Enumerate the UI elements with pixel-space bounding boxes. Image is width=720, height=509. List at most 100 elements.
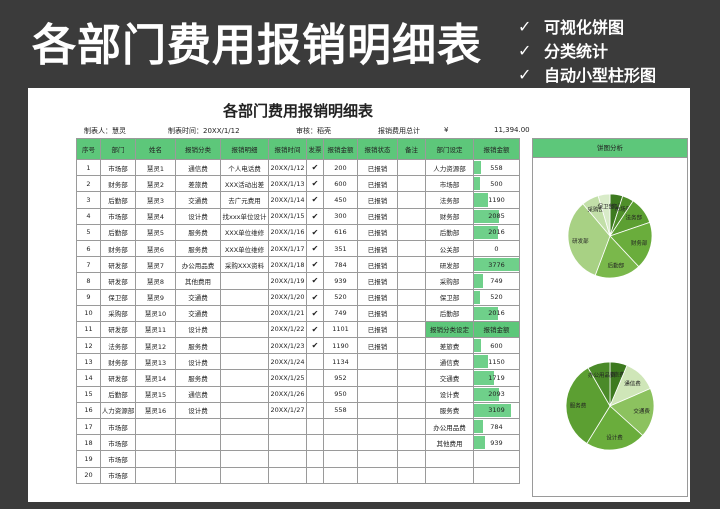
cell-inv xyxy=(306,385,324,403)
cell-detail: XXX单位维修 xyxy=(220,239,269,258)
cell-dept: 保卫部 xyxy=(100,288,136,306)
cell-amt: 450 xyxy=(323,191,358,209)
cell-cat: 设计费 xyxy=(175,401,221,420)
summary-bar xyxy=(474,387,499,401)
column-header: 序号 xyxy=(76,138,101,160)
cell-status: 已报销 xyxy=(357,191,398,209)
cell-status: 已报销 xyxy=(357,175,398,193)
summary-label: 法务部 xyxy=(425,191,474,209)
summary-bar-label: 1190 xyxy=(488,195,505,204)
summary-value xyxy=(473,450,520,468)
summary-bar xyxy=(474,161,481,175)
cell-detail xyxy=(220,369,269,387)
cell-amt: 950 xyxy=(323,385,358,403)
summary-value: 2093 xyxy=(473,385,520,403)
cell-no: 10 xyxy=(76,304,101,322)
cell-amt: 200 xyxy=(323,158,358,177)
table-row: 19 市场部 xyxy=(76,450,520,468)
summary-value: 1719 xyxy=(473,369,520,387)
cell-name xyxy=(135,434,176,452)
cell-note xyxy=(397,223,426,241)
cell-amt: 351 xyxy=(323,239,358,258)
feature-list: ✓ 可视化饼图 ✓ 分类统计 ✓ 自动小型柱形图 xyxy=(518,14,656,86)
cell-dept: 后勤部 xyxy=(100,223,136,241)
cell-name: 慧灵8 xyxy=(135,272,176,290)
cell-note xyxy=(397,256,426,274)
cell-name: 慧灵5 xyxy=(135,223,176,241)
table-row: 3 后勤部 慧灵3 交通费 去广元费用 20XX/1/14 ✔ 450 已报销 法务部 1190 xyxy=(76,191,520,209)
table-body: 1 市场部 慧灵1 通信费 个人电话费 20XX/1/12 ✔ 200 已报销 人力资源部 558 2… xyxy=(76,158,520,484)
pie-label: 交通费 xyxy=(633,407,650,415)
cell-date: 20XX/1/24 xyxy=(268,353,307,371)
cell-dept: 法务部 xyxy=(100,337,136,355)
cell-dept: 研发部 xyxy=(100,272,136,290)
summary-label xyxy=(425,466,474,484)
summary-label: 交通费 xyxy=(425,369,474,387)
table-row: 9 保卫部 慧灵9 交通费 20XX/1/20 ✔ 520 已报销 保卫部 520 xyxy=(76,288,520,306)
cell-inv: ✔ xyxy=(306,272,324,290)
summary-bar xyxy=(474,339,482,353)
summary-bar xyxy=(474,420,484,434)
summary-label xyxy=(425,450,474,468)
check-icon: ✓ xyxy=(518,16,532,36)
summary-bar-label: 600 xyxy=(490,341,503,350)
summary-label: 设计费 xyxy=(425,385,474,403)
cell-date xyxy=(268,417,307,436)
cell-inv: ✔ xyxy=(306,320,324,339)
cell-amt: 300 xyxy=(323,207,358,225)
summary-bar xyxy=(474,258,519,272)
cell-note xyxy=(397,434,426,452)
cell-dept: 财务部 xyxy=(100,353,136,371)
summary-label: 服务费 xyxy=(425,401,474,420)
cell-note xyxy=(397,175,426,193)
cell-detail xyxy=(220,288,269,306)
cell-note xyxy=(397,466,426,484)
feature-item: ✓ 分类统计 xyxy=(518,40,609,62)
summary-value: 1190 xyxy=(473,191,520,209)
column-header: 报销金额 xyxy=(473,138,520,160)
cell-no: 18 xyxy=(76,434,101,452)
pie-label: 设计费 xyxy=(606,434,623,442)
cell-dept: 后勤部 xyxy=(100,385,136,403)
cell-status: 已报销 xyxy=(357,239,398,258)
summary-value: 600 xyxy=(473,337,520,355)
cell-detail xyxy=(220,320,269,339)
table-row: 5 后勤部 慧灵5 服务费 XXX单位维修 20XX/1/16 ✔ 616 已报销 后勤部 2016 xyxy=(76,223,520,241)
cell-date: 20XX/1/21 xyxy=(268,304,307,322)
cell-detail xyxy=(220,466,269,484)
summary-label: 后勤部 xyxy=(425,304,474,322)
cell-name: 慧灵7 xyxy=(135,256,176,274)
cell-note xyxy=(397,401,426,420)
summary-bar-label: 749 xyxy=(490,276,503,285)
pie-label: 法务部 xyxy=(625,214,642,222)
cell-detail: XXX单位维修 xyxy=(220,223,269,241)
cell-amt xyxy=(323,450,358,468)
cell-no: 16 xyxy=(76,401,101,420)
summary-value: 784 xyxy=(473,417,520,436)
cell-date: 20XX/1/26 xyxy=(268,385,307,403)
cell-no: 6 xyxy=(76,239,101,258)
summary-bar xyxy=(474,306,499,320)
cell-detail xyxy=(220,434,269,452)
cell-name xyxy=(135,450,176,468)
summary-bar-label: 3109 xyxy=(488,406,505,415)
cell-amt xyxy=(323,466,358,484)
cell-status: 已报销 xyxy=(357,337,398,355)
pie-label: 研发部 xyxy=(572,237,589,245)
cell-no: 20 xyxy=(76,466,101,484)
cell-cat: 设计费 xyxy=(175,320,221,339)
cell-status xyxy=(357,353,398,371)
cell-amt xyxy=(323,434,358,452)
cell-no: 17 xyxy=(76,417,101,436)
cell-amt: 952 xyxy=(323,369,358,387)
summary-label: 其他费用 xyxy=(425,434,474,452)
cell-inv: ✔ xyxy=(306,304,324,322)
cell-dept: 研发部 xyxy=(100,369,136,387)
header-row: 序号 部门 姓名 报销分类 报销明细 报销时间 发票 报销金额 报销状态 备注 部门设定 报销金额 xyxy=(76,138,520,160)
cell-status: 已报销 xyxy=(357,256,398,274)
cell-note xyxy=(397,417,426,436)
time-label: 制表时间：20XX/1/12 xyxy=(168,127,240,135)
cell-no: 13 xyxy=(76,353,101,371)
cell-date: 20XX/1/17 xyxy=(268,239,307,258)
pie-label: 采购部 xyxy=(588,206,605,214)
